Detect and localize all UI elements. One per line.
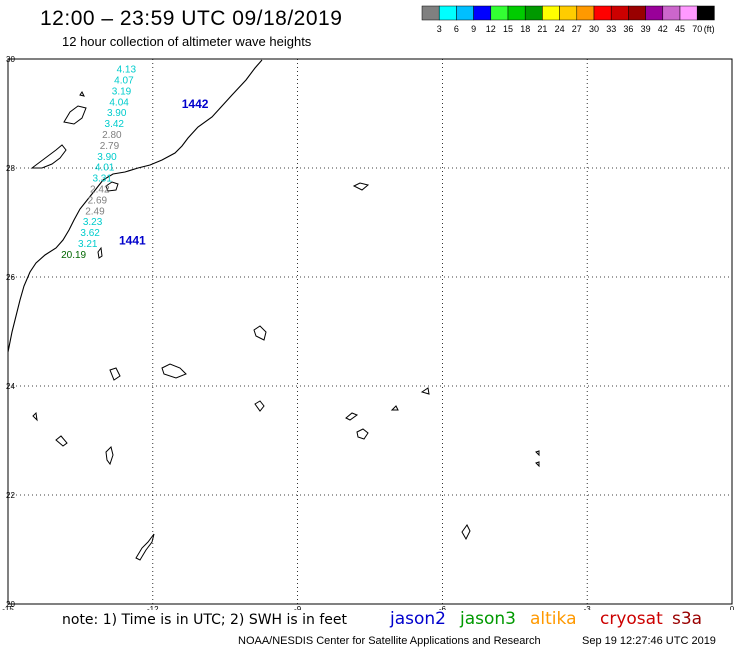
x-tick-label: -6 (439, 605, 447, 610)
island-outline (55, 435, 68, 447)
island-outline (97, 246, 103, 259)
color-scale-label: 39 (641, 24, 651, 34)
footer-credit: NOAA/NESDIS Center for Satellite Applica… (238, 635, 541, 647)
wave-height-value: 3.90 (97, 152, 117, 163)
color-scale-label: 3 (437, 24, 442, 34)
island-outline (161, 363, 187, 379)
island-outline (254, 400, 265, 412)
island-outline (352, 182, 370, 191)
island-outline (109, 367, 121, 381)
coastline (7, 59, 263, 353)
satellite-altika: altika (530, 609, 577, 629)
color-swatch (696, 5, 715, 21)
wave-height-value: 2.80 (102, 130, 122, 141)
wave-height-observations: 4.134.073.194.043.903.422.802.793.904.01… (61, 65, 136, 261)
wave-height-map[interactable]: -15 -12 -9 -6 -3 03028262422204.134.073.194.0… (0, 0, 740, 610)
island-outline (420, 387, 430, 395)
wave-height-value: 3.31 (92, 174, 112, 185)
x-tick-label: -12 (147, 605, 159, 610)
y-tick-label: 28 (6, 164, 15, 173)
pass-number-label: 1442 (182, 97, 209, 111)
pass-number-label: 1441 (119, 233, 146, 247)
island-outline (30, 144, 67, 169)
wave-height-value: 3.23 (83, 217, 103, 228)
wave-height-value: 2.49 (85, 206, 105, 217)
satellite-jason3: jason3 (460, 609, 516, 629)
y-tick-label: 30 (6, 55, 15, 64)
satellite-cryosat: cryosat (600, 609, 663, 629)
wave-height-value: 2.42 (90, 185, 110, 196)
island-outline (79, 91, 85, 97)
x-tick-label: 0 (730, 605, 735, 610)
color-scale-label: 30 (589, 24, 599, 34)
satellite-s3a: s3a (672, 609, 703, 629)
x-tick-label: -3 (584, 605, 592, 610)
color-scale-label: 33 (606, 24, 616, 34)
island-outline (63, 105, 87, 125)
page-title: 12:00 – 23:59 UTC 09/18/2019 (40, 7, 343, 30)
color-scale-label: 9 (471, 24, 476, 34)
footer-timestamp: Sep 19 12:27:46 UTC 2019 (582, 635, 716, 647)
wave-height-value: 3.19 (112, 86, 132, 97)
page-subtitle: 12 hour collection of altimeter wave hei… (62, 34, 312, 49)
y-tick-label: 24 (6, 382, 15, 391)
color-scale-label: 15 (503, 24, 513, 34)
color-scale-label: 36 (623, 24, 633, 34)
wave-height-value: 4.07 (114, 76, 134, 87)
y-tick-label: 26 (6, 273, 15, 282)
color-scale-label: 42 (658, 24, 668, 34)
wave-height-value: 4.13 (117, 65, 137, 76)
color-scale-label: 27 (572, 24, 582, 34)
island-outline (32, 411, 38, 422)
wave-height-value: 2.69 (88, 195, 108, 206)
x-tick-label: -15 (2, 605, 14, 610)
color-scale-legend: 3 6 9 12 15 18 21 24 27 30 33 36 39 42 45 70 (ft) (421, 5, 715, 34)
color-scale-label: 45 (675, 24, 685, 34)
island-outline (356, 428, 369, 440)
y-tick-label: 20 (6, 600, 15, 609)
wave-height-value: 2.79 (100, 141, 120, 152)
x-tick-label: -9 (294, 605, 302, 610)
map-grid (7, 58, 733, 605)
wave-height-value: 3.62 (80, 228, 100, 239)
wave-height-value: 3.21 (78, 239, 98, 250)
satellite-jason2: jason2 (390, 609, 446, 629)
color-scale-label: 70 (692, 24, 702, 34)
wave-height-value: 3.90 (107, 108, 127, 119)
color-scale-label: 18 (520, 24, 530, 34)
island-outline (535, 450, 540, 457)
color-scale-label: 24 (555, 24, 565, 34)
island-outline (253, 325, 267, 341)
note-text: note: 1) Time is in UTC; 2) SWH is in fe… (62, 612, 348, 628)
color-scale-unit: (ft) (704, 24, 715, 34)
color-scale-label: 6 (454, 24, 459, 34)
wave-height-value: 4.04 (109, 97, 129, 108)
color-scale-label: 12 (486, 24, 496, 34)
wave-height-value: 3.42 (105, 119, 125, 130)
island-outline (105, 181, 119, 192)
y-tick-label: 22 (6, 491, 15, 500)
islands (30, 91, 540, 561)
island-outline (461, 524, 471, 541)
island-outline (535, 461, 540, 468)
island-outline (135, 533, 155, 561)
island-outline (345, 412, 359, 421)
island-outline (390, 405, 399, 411)
color-scale-label: 21 (537, 24, 547, 34)
island-outline (105, 446, 114, 466)
wave-height-value: 20.19 (61, 250, 86, 261)
wave-height-value: 4.01 (95, 163, 115, 174)
